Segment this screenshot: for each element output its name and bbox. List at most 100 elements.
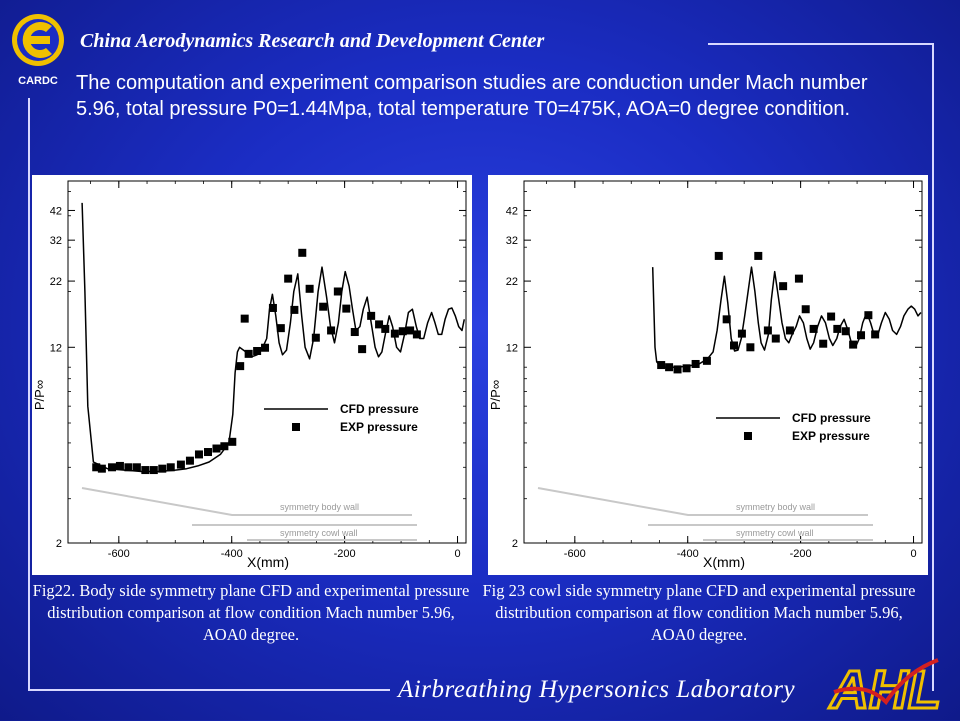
- x-tick-label: 0: [454, 548, 460, 560]
- exp-pressure-marker: [398, 327, 407, 336]
- exp-pressure-marker: [268, 303, 277, 312]
- annotation-cowl-wall: symmetry cowl wall: [280, 528, 358, 538]
- exp-pressure-marker: [298, 248, 307, 257]
- exp-pressure-marker: [665, 363, 674, 372]
- exp-pressure-marker: [158, 464, 167, 473]
- exp-pressure-marker: [212, 444, 221, 453]
- org-name: China Aerodynamics Research and Developm…: [80, 30, 545, 52]
- y-tick-label: 22: [50, 276, 62, 288]
- y-axis-label: P/P∞: [488, 380, 503, 410]
- exp-pressure-marker: [682, 364, 691, 373]
- exp-pressure-marker: [827, 312, 836, 321]
- exp-pressure-marker: [253, 346, 262, 355]
- x-tick-label: 0: [910, 548, 916, 560]
- exp-pressure-marker: [771, 334, 780, 343]
- legend-marker-swatch: [292, 423, 300, 431]
- exp-pressure-marker: [358, 345, 367, 354]
- x-axis-label: X(mm): [703, 554, 745, 570]
- x-tick-label: -200: [790, 548, 812, 560]
- chart-panel-body-side: 2 12 22 32 42 -600 -400 -200 0 X(mm) P/P∞ symmetry …: [32, 175, 472, 575]
- annotation-body-wall: symmetry body wall: [736, 502, 815, 512]
- exp-pressure-marker: [702, 356, 711, 365]
- x-tick-label: -600: [564, 548, 586, 560]
- exp-pressure-marker: [319, 302, 328, 311]
- exp-pressure-marker: [375, 320, 384, 329]
- exp-pressure-marker: [857, 331, 866, 340]
- x-axis-label: X(mm): [247, 554, 289, 570]
- exp-pressure-marker: [737, 329, 746, 338]
- cardc-logo: CARDC: [8, 8, 68, 90]
- exp-pressure-marker: [754, 251, 763, 260]
- exp-pressure-marker: [311, 333, 320, 342]
- logo-text: CARDC: [18, 75, 58, 87]
- y-tick-label: 42: [506, 205, 518, 217]
- exp-pressure-marker: [204, 448, 213, 457]
- ahl-logo: AHL: [826, 652, 944, 721]
- exp-pressure-marker: [132, 463, 141, 472]
- y-tick-label: 12: [50, 342, 62, 354]
- annotation-body-wall: symmetry body wall: [280, 502, 359, 512]
- y-axis-label: P/P∞: [32, 380, 47, 410]
- exp-pressure-marker: [92, 463, 101, 472]
- exp-pressure-marker: [390, 329, 399, 338]
- exp-pressure-marker: [228, 437, 237, 446]
- exp-pressure-marker: [244, 349, 253, 358]
- exp-pressure-marker: [819, 339, 828, 348]
- exp-pressure-marker: [141, 466, 150, 475]
- wall-outline: [81, 487, 412, 516]
- frame-top-line: [708, 43, 934, 45]
- figure-caption-cowl-side: Fig 23 cowl side symmetry plane CFD and …: [482, 581, 916, 644]
- exp-pressure-marker: [194, 450, 203, 459]
- exp-pressure-marker: [412, 330, 421, 339]
- plot-background: [488, 175, 928, 575]
- exp-pressure-marker: [833, 324, 842, 333]
- exp-pressure-marker: [871, 330, 880, 339]
- exp-pressure-marker: [779, 282, 788, 291]
- y-tick-label: 42: [50, 205, 62, 217]
- exp-pressure-marker: [124, 463, 133, 472]
- intro-text: The computation and experiment compariso…: [76, 72, 868, 120]
- legend-label-exp: EXP pressure: [792, 429, 870, 443]
- exp-pressure-marker: [97, 464, 106, 473]
- exp-pressure-marker: [785, 326, 794, 335]
- plot-background: [32, 175, 472, 575]
- exp-pressure-marker: [276, 324, 285, 333]
- exp-pressure-marker: [261, 343, 270, 352]
- y-tick-label: 12: [506, 342, 518, 354]
- x-tick-label: -200: [334, 548, 356, 560]
- exp-pressure-marker: [763, 326, 772, 335]
- exp-pressure-marker: [284, 274, 293, 283]
- exp-pressure-marker: [657, 361, 666, 370]
- exp-pressure-marker: [350, 328, 359, 337]
- exp-pressure-marker: [290, 305, 299, 314]
- exp-pressure-marker: [220, 442, 229, 451]
- exp-pressure-marker: [691, 359, 700, 368]
- exp-pressure-marker: [746, 343, 755, 352]
- exp-pressure-marker: [342, 304, 351, 313]
- exp-pressure-marker: [166, 463, 175, 472]
- wall-outline: [537, 487, 868, 516]
- exp-pressure-marker: [673, 365, 682, 374]
- exp-pressure-marker: [236, 362, 245, 371]
- exp-pressure-marker: [381, 324, 390, 333]
- exp-pressure-marker: [801, 305, 810, 314]
- chart-panel-cowl-side: 2 12 22 32 42 -600 -400 -200 0 X(mm) P/P∞ symmetry …: [488, 175, 928, 575]
- figure-caption-body-side: Fig22. Body side symmetry plane CFD and …: [32, 581, 470, 644]
- legend-label-cfd: CFD pressure: [792, 411, 871, 425]
- y-tick-label: 32: [50, 235, 62, 247]
- cfd-pressure-line: [651, 266, 922, 368]
- frame-right-line: [932, 43, 934, 691]
- plot-frame: [67, 180, 467, 544]
- exp-pressure-marker: [841, 327, 850, 336]
- annotation-cowl-wall: symmetry cowl wall: [736, 528, 814, 538]
- exp-pressure-marker: [149, 466, 158, 475]
- chart-cowl-side: 2 12 22 32 42 -600 -400 -200 0 X(mm) P/P∞ symmetry …: [488, 175, 928, 575]
- exp-pressure-marker: [864, 311, 873, 320]
- y-tick-label: 32: [506, 235, 518, 247]
- exp-pressure-marker: [305, 284, 314, 293]
- exp-pressure-marker: [185, 456, 194, 465]
- exp-pressure-marker: [794, 274, 803, 283]
- legend-label-exp: EXP pressure: [340, 420, 418, 434]
- exp-pressure-marker: [108, 463, 117, 472]
- plot-frame: [523, 180, 923, 544]
